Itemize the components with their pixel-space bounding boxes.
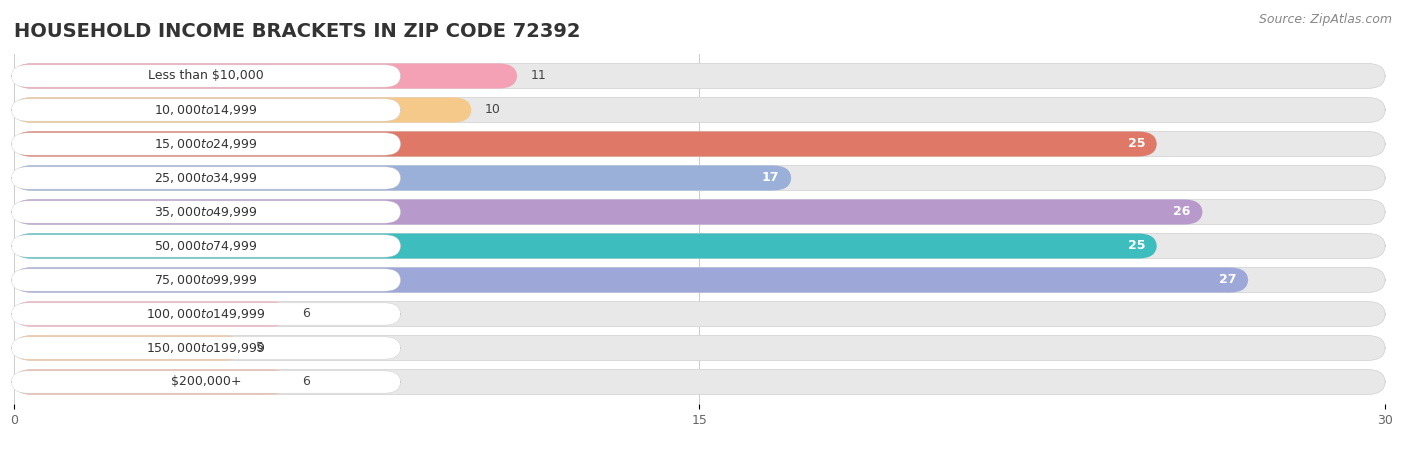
- Text: Less than $10,000: Less than $10,000: [148, 70, 264, 83]
- FancyBboxPatch shape: [14, 301, 1385, 326]
- FancyBboxPatch shape: [14, 166, 1385, 190]
- FancyBboxPatch shape: [14, 132, 1157, 157]
- FancyBboxPatch shape: [14, 335, 243, 361]
- FancyBboxPatch shape: [14, 233, 1385, 259]
- FancyBboxPatch shape: [14, 63, 517, 88]
- Text: 6: 6: [302, 308, 309, 321]
- FancyBboxPatch shape: [11, 235, 401, 257]
- Text: 26: 26: [1174, 206, 1191, 219]
- Text: 5: 5: [256, 342, 264, 355]
- FancyBboxPatch shape: [14, 268, 1385, 292]
- FancyBboxPatch shape: [11, 337, 401, 359]
- FancyBboxPatch shape: [14, 335, 1385, 361]
- Text: $75,000 to $99,999: $75,000 to $99,999: [155, 273, 257, 287]
- Text: $10,000 to $14,999: $10,000 to $14,999: [155, 103, 257, 117]
- Text: Source: ZipAtlas.com: Source: ZipAtlas.com: [1258, 13, 1392, 26]
- Text: 17: 17: [762, 172, 779, 185]
- FancyBboxPatch shape: [11, 201, 401, 223]
- FancyBboxPatch shape: [14, 268, 1249, 292]
- Text: $25,000 to $34,999: $25,000 to $34,999: [155, 171, 257, 185]
- FancyBboxPatch shape: [14, 97, 471, 123]
- FancyBboxPatch shape: [14, 132, 1385, 157]
- Text: 27: 27: [1219, 273, 1236, 286]
- FancyBboxPatch shape: [11, 99, 401, 121]
- Text: 6: 6: [302, 375, 309, 388]
- Text: 25: 25: [1128, 239, 1144, 252]
- Text: $50,000 to $74,999: $50,000 to $74,999: [155, 239, 257, 253]
- FancyBboxPatch shape: [14, 63, 1385, 88]
- FancyBboxPatch shape: [14, 301, 288, 326]
- Text: $35,000 to $49,999: $35,000 to $49,999: [155, 205, 257, 219]
- Text: HOUSEHOLD INCOME BRACKETS IN ZIP CODE 72392: HOUSEHOLD INCOME BRACKETS IN ZIP CODE 72…: [14, 22, 581, 41]
- FancyBboxPatch shape: [14, 370, 1385, 395]
- FancyBboxPatch shape: [11, 371, 401, 393]
- FancyBboxPatch shape: [14, 97, 1385, 123]
- Text: $200,000+: $200,000+: [170, 375, 242, 388]
- Text: $150,000 to $199,999: $150,000 to $199,999: [146, 341, 266, 355]
- Text: 10: 10: [485, 103, 501, 116]
- Text: $100,000 to $149,999: $100,000 to $149,999: [146, 307, 266, 321]
- FancyBboxPatch shape: [14, 199, 1385, 224]
- FancyBboxPatch shape: [11, 65, 401, 87]
- FancyBboxPatch shape: [14, 370, 288, 395]
- FancyBboxPatch shape: [11, 269, 401, 291]
- FancyBboxPatch shape: [11, 167, 401, 189]
- Text: 25: 25: [1128, 137, 1144, 150]
- Text: $15,000 to $24,999: $15,000 to $24,999: [155, 137, 257, 151]
- FancyBboxPatch shape: [11, 133, 401, 155]
- FancyBboxPatch shape: [14, 233, 1157, 259]
- FancyBboxPatch shape: [14, 166, 792, 190]
- Text: 11: 11: [530, 70, 546, 83]
- FancyBboxPatch shape: [14, 199, 1202, 224]
- FancyBboxPatch shape: [11, 303, 401, 325]
